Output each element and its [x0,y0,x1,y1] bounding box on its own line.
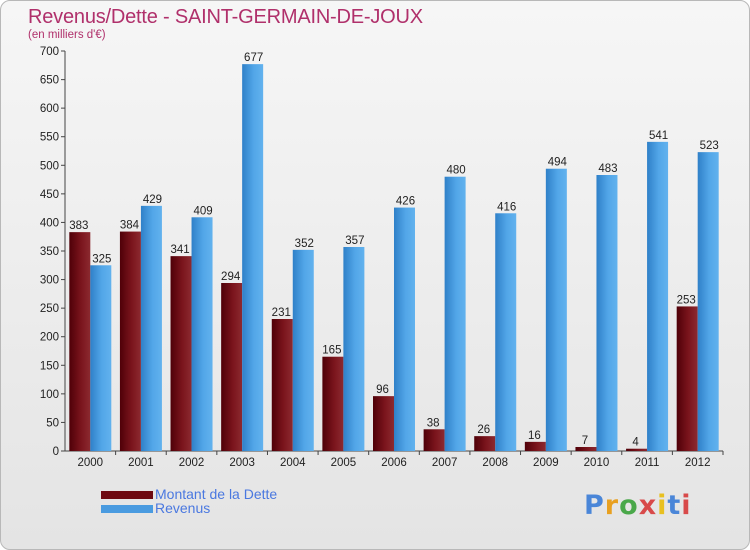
y-tick-label: 50 [46,417,59,429]
bar-debt [221,283,243,451]
x-tick-label: 2012 [685,457,711,469]
bar-revenus [444,176,466,451]
bar-debt [575,447,597,451]
data-label-debt: 165 [322,345,341,357]
legend-label-revenus: Revenus [155,500,211,516]
legend-swatch-debt [101,491,153,499]
x-tick-label: 2010 [584,457,610,469]
x-tick-label: 2009 [533,457,559,469]
data-label-revenus: 416 [497,201,516,213]
x-tick-label: 2005 [331,457,357,469]
bar-debt [119,231,141,451]
data-label-debt: 7 [582,435,588,447]
y-tick-label: 550 [40,132,59,144]
x-tick-label: 2011 [635,457,660,469]
bar-debt [373,396,394,451]
data-label-revenus: 677 [244,52,263,64]
y-tick-label: 300 [40,275,59,287]
bars [69,64,719,451]
data-label-revenus: 480 [447,165,466,177]
x-tick-label: 2004 [280,457,306,469]
chart-subtitle: (en milliers d'€) [28,29,106,41]
logo-letter: i [657,490,668,521]
data-label-debt: 38 [427,417,440,429]
y-tick-label: 150 [40,360,59,372]
x-tick-label: 2003 [229,457,255,469]
y-tick-label: 100 [40,389,59,401]
bar-revenus [545,168,567,451]
data-label-revenus: 429 [143,194,162,206]
proxiti-logo: Proxiti [584,490,692,521]
y-tick-label: 600 [40,103,59,115]
bar-debt [524,441,546,451]
bar-revenus [394,207,415,451]
logo-letter: r [604,490,620,521]
data-label-debt: 383 [69,220,88,232]
data-label-debt: 231 [272,307,291,319]
bar-revenus [596,175,618,451]
logo-letter: P [584,490,605,521]
bar-revenus [140,205,162,451]
x-tick-label: 2007 [432,457,458,469]
bar-debt [69,232,91,451]
bar-debt [626,448,648,451]
data-label-debt: 26 [477,424,490,436]
x-tick-label: 2002 [179,457,205,469]
data-label-debt: 253 [677,294,696,306]
x-tick-label: 2006 [381,457,407,469]
legend-label-debt: Montant de la Dette [155,486,278,502]
y-tick-label: 400 [40,217,59,229]
bar-debt [170,256,192,451]
y-tick-label: 200 [40,332,59,344]
bar-debt [474,436,496,451]
data-label-revenus: 541 [649,130,668,142]
data-label-revenus: 494 [548,157,568,169]
data-label-revenus: 483 [598,163,617,175]
y-tick-label: 250 [40,303,59,315]
data-label-debt: 294 [221,271,241,283]
logo-letter: x [638,490,658,521]
logo-letter: o [619,490,639,521]
data-label-debt: 96 [376,384,389,396]
data-label-revenus: 426 [396,196,415,208]
bar-revenus [495,213,517,451]
data-labels: 3833253844293414092946772313521653579642… [69,52,719,449]
bar-revenus [191,217,213,451]
bar-revenus [343,247,365,451]
data-label-revenus: 357 [345,235,364,247]
y-tick-label: 500 [40,160,59,172]
y-tick-label: 450 [40,189,59,201]
bar-debt [676,306,698,451]
bar-revenus [647,141,669,451]
chart-title: Revenus/Dette - SAINT-GERMAIN-DE-JOUX [28,6,423,28]
bar-debt [423,429,445,451]
y-tick-label: 350 [40,246,59,258]
bar-revenus [242,64,264,451]
data-label-debt: 4 [632,437,639,449]
data-label-debt: 16 [528,430,541,442]
bar-debt [271,319,293,451]
bar-revenus [292,249,314,451]
bar-debt [322,356,344,451]
data-label-revenus: 409 [193,205,212,217]
x-tick-label: 2008 [482,457,508,469]
data-label-debt: 341 [170,244,189,256]
data-label-revenus: 352 [295,238,314,250]
x-tick-label: 2001 [128,457,154,469]
legend-swatch-revenus [101,505,153,513]
bar-revenus [697,152,719,451]
data-label-revenus: 523 [700,140,719,152]
data-label-debt: 384 [120,220,140,232]
y-tick-label: 0 [53,446,59,458]
logo-letter: i [681,490,692,521]
logo-letter: t [667,490,682,521]
y-tick-label: 700 [40,46,59,58]
bar-revenus [90,265,112,451]
y-tick-label: 650 [40,75,59,87]
x-tick-label: 2000 [78,457,104,469]
data-label-revenus: 325 [92,253,111,265]
